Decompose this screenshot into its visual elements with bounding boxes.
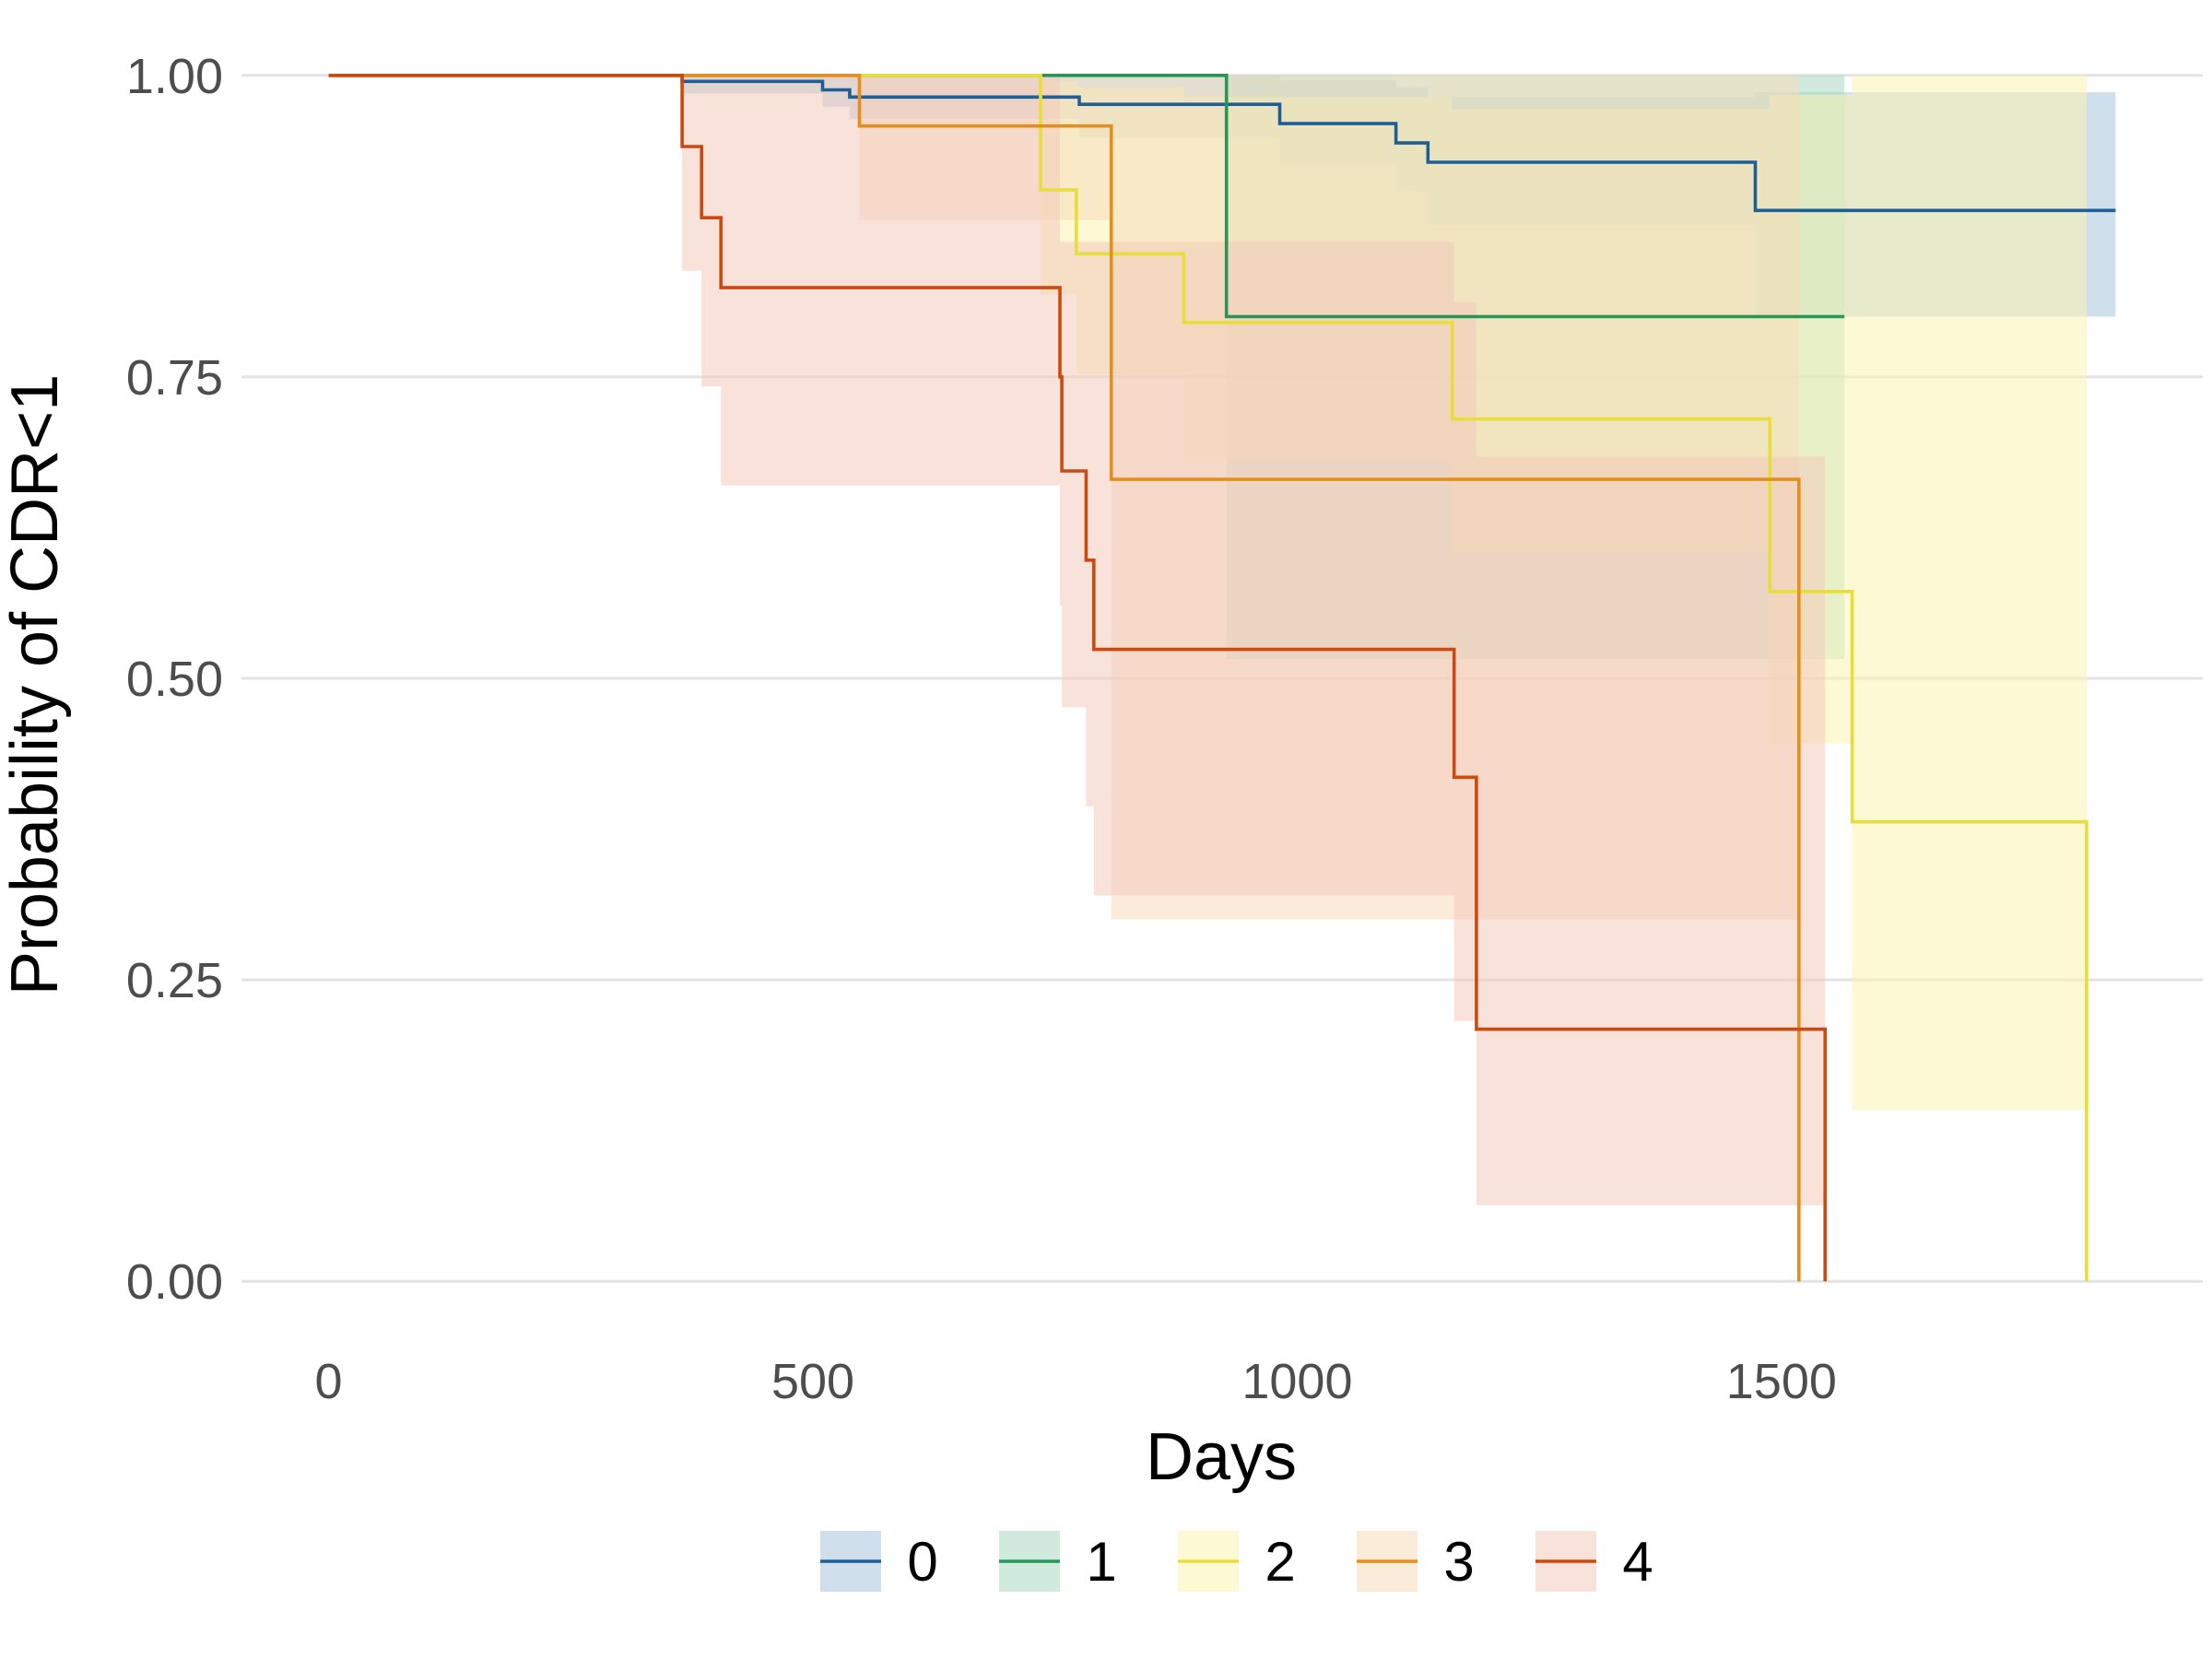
- x-tick-label: 1000: [1241, 1354, 1352, 1409]
- x-tick-label: 1500: [1726, 1354, 1837, 1409]
- x-axis-ticks: 0 500 1000 1500: [315, 1354, 1837, 1409]
- y-tick-label: 0.75: [126, 350, 223, 406]
- survival-curves: [328, 74, 2116, 1282]
- legend-item-4: 4: [1535, 1531, 1653, 1593]
- survival-line-2: [328, 74, 2088, 1282]
- legend-item-0: 0: [820, 1531, 938, 1593]
- legend-label: 0: [907, 1531, 937, 1593]
- survival-line-0: [328, 74, 2116, 213]
- legend-label: 3: [1443, 1531, 1474, 1593]
- legend-item-3: 3: [1357, 1531, 1475, 1593]
- y-axis-ticks: 0.00 0.25 0.50 0.75 1.00: [126, 49, 223, 1310]
- y-tick-label: 1.00: [126, 49, 223, 104]
- x-tick-label: 0: [315, 1354, 343, 1409]
- y-axis-title: Probability of CDR<1: [0, 374, 72, 995]
- legend-label: 2: [1265, 1531, 1295, 1593]
- legend-label: 1: [1086, 1531, 1116, 1593]
- legend-label: 4: [1622, 1531, 1653, 1593]
- x-tick-label: 500: [771, 1354, 854, 1409]
- legend-item-2: 2: [1178, 1531, 1296, 1593]
- survival-line-4: [328, 74, 1827, 1282]
- x-axis-title: Days: [1146, 1420, 1297, 1494]
- survival-line-3: [328, 74, 1801, 1282]
- y-tick-label: 0.50: [126, 652, 223, 707]
- legend-item-1: 1: [999, 1531, 1117, 1593]
- y-tick-label: 0.25: [126, 953, 223, 1008]
- y-tick-label: 0.00: [126, 1254, 223, 1310]
- legend: 0 1 2 3 4: [820, 1531, 1653, 1593]
